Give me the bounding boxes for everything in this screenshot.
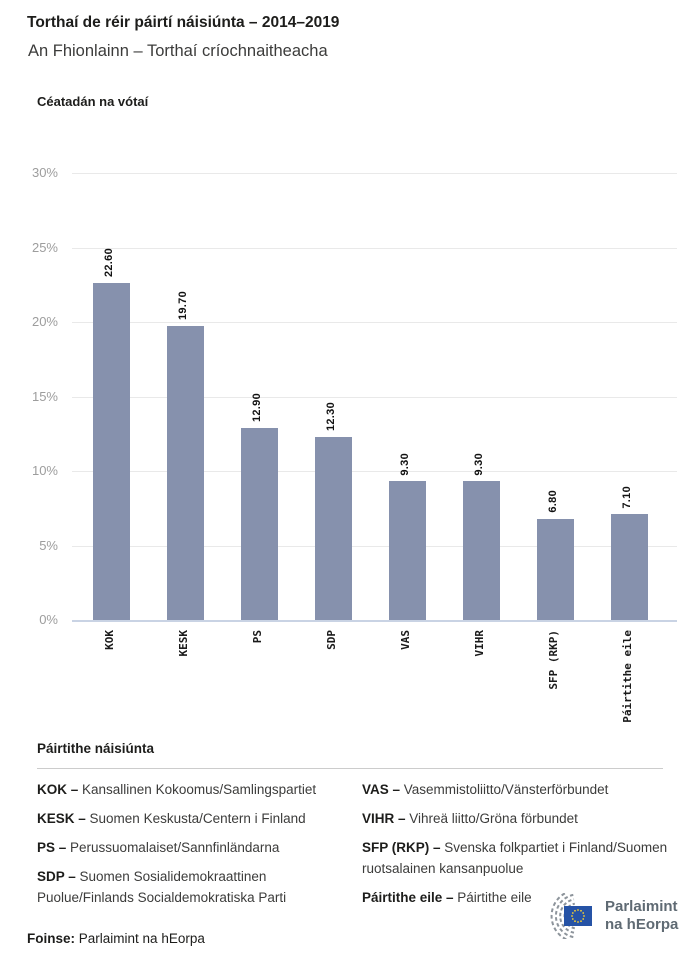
x-tick-label: PS — [251, 630, 264, 644]
bar-value-label: 12.90 — [251, 392, 263, 422]
legend-term: KOK – — [37, 782, 79, 797]
x-tick-label: KESK — [177, 630, 190, 657]
bar-SDP[interactable] — [314, 436, 352, 620]
bar-KESK[interactable] — [166, 326, 204, 620]
x-tick-label: Páirtithe eile — [621, 630, 634, 723]
legend-description: Páirtithe eile — [453, 889, 532, 905]
y-tick-label: 10% — [31, 463, 58, 478]
bar-VIHR[interactable] — [462, 481, 500, 620]
bar-value-label: 22.60 — [103, 248, 115, 278]
source-label: Foinse: — [27, 931, 76, 946]
legend-description: Vasemmistoliitto/Vänsterförbundet — [400, 782, 609, 797]
y-tick-label: 5% — [39, 537, 58, 553]
legend-column-right: VAS – Vasemmistoliitto/Vänsterförbundet V… — [362, 780, 677, 917]
bar-value-label: 19.70 — [177, 291, 189, 321]
legend-description: Vihreä liitto/Gröna förbundet — [405, 810, 578, 826]
y-tick-label: 20% — [31, 314, 58, 329]
logo-line-1: Parlaimint — [605, 898, 678, 916]
bar-VAS[interactable] — [388, 481, 426, 620]
legend-item: SDP – Suomen Sosialidemokraattinen Puolu… — [37, 867, 342, 909]
eu-flag-stars — [571, 909, 585, 923]
x-tick-label: VAS — [399, 630, 412, 650]
legend-item: KESK – Suomen Keskusta/Centern i Finland — [37, 809, 342, 830]
y-tick-label: 30% — [31, 165, 58, 180]
legend-item: PS – Perussuomalaiset/Sannfinländarna — [37, 838, 342, 859]
x-tick-label: SDP — [325, 630, 338, 650]
gridline — [72, 247, 677, 249]
gridline — [72, 173, 677, 174]
bar-Páirtithe eile[interactable] — [610, 514, 648, 620]
logo-wordmark: Parlaimint na hEorpa — [605, 898, 678, 933]
legend-term: PS – — [37, 839, 67, 855]
ep-hemicycle-icon — [550, 893, 592, 939]
page-subtitle: An Fhionlainn – Torthaí críochnaitheacha — [28, 42, 328, 60]
bar-value-label: 6.80 — [547, 490, 559, 513]
legend-item: Páirtithe eile – Páirtithe eile — [362, 888, 677, 909]
legend-description: Kansallinen Kokoomus/Samlingspartiet — [78, 782, 317, 797]
legend-item: SFP (RKP) – Svenska folkpartiet i Finlan… — [362, 838, 677, 880]
x-tick-label: VIHR — [473, 630, 486, 657]
gridline — [72, 545, 677, 547]
legend-term: SDP – — [37, 868, 76, 884]
legend-term: Páirtithe eile – — [362, 889, 454, 905]
legend-term: VIHR – — [362, 810, 406, 826]
bar-KOK[interactable] — [92, 283, 130, 620]
gridline — [72, 396, 677, 398]
european-parliament-logo: Parlaimint na hEorpa — [531, 893, 678, 939]
bar-value-label: 9.30 — [473, 452, 485, 476]
eu-flag — [564, 906, 592, 926]
legend-term: SFP (RKP) – — [362, 839, 441, 855]
source-line: Foinse: Parlaimint na hEorpa — [27, 931, 205, 946]
gridline — [72, 322, 677, 323]
bar-PS[interactable] — [240, 427, 278, 620]
y-axis-title: Céatadán na vótaí — [37, 94, 149, 109]
legend-description: Svenska folkpartiet i Finland/Suomen ruo… — [362, 839, 668, 876]
x-tick-label: SFP (RKP) — [547, 630, 560, 690]
logo-line-2: na hEorpa — [605, 916, 679, 933]
legend-description: Suomen Keskusta/Centern i Finland — [85, 810, 306, 826]
legend-item: VAS – Vasemmistoliitto/Vänsterförbundet — [362, 780, 677, 801]
y-tick-label: 15% — [31, 388, 58, 404]
legend-heading: Páirtithe náisiúnta — [37, 741, 155, 756]
legend-divider — [37, 768, 663, 769]
bar-value-label: 7.10 — [621, 485, 633, 509]
legend-description: Suomen Sosialidemokraattinen Puolue/Finl… — [37, 868, 287, 905]
legend-term: KESK – — [37, 810, 86, 826]
legend-term: VAS – — [362, 782, 401, 797]
legend-item: KOK – Kansallinen Kokoomus/Samlingsparti… — [37, 780, 342, 801]
legend-column-left: KOK – Kansallinen Kokoomus/Samlingsparti… — [37, 780, 342, 917]
bar-value-label: 12.30 — [325, 401, 337, 431]
page-title: Torthaí de réir páirtí náisiúnta – 2014–… — [27, 14, 340, 31]
legend-description: Perussuomalaiset/Sannfinländarna — [66, 839, 280, 855]
y-tick-label: 25% — [31, 239, 58, 255]
source-value: Parlaimint na hEorpa — [78, 931, 205, 946]
x-tick-label: KOK — [103, 630, 116, 650]
gridline — [72, 471, 677, 472]
bar-value-label: 9.30 — [399, 452, 411, 476]
bar-SFP (RKP)[interactable] — [536, 518, 574, 620]
x-axis-line — [72, 620, 677, 622]
y-tick-label: 0% — [39, 612, 58, 627]
legend-item: VIHR – Vihreä liitto/Gröna förbundet — [362, 809, 677, 830]
